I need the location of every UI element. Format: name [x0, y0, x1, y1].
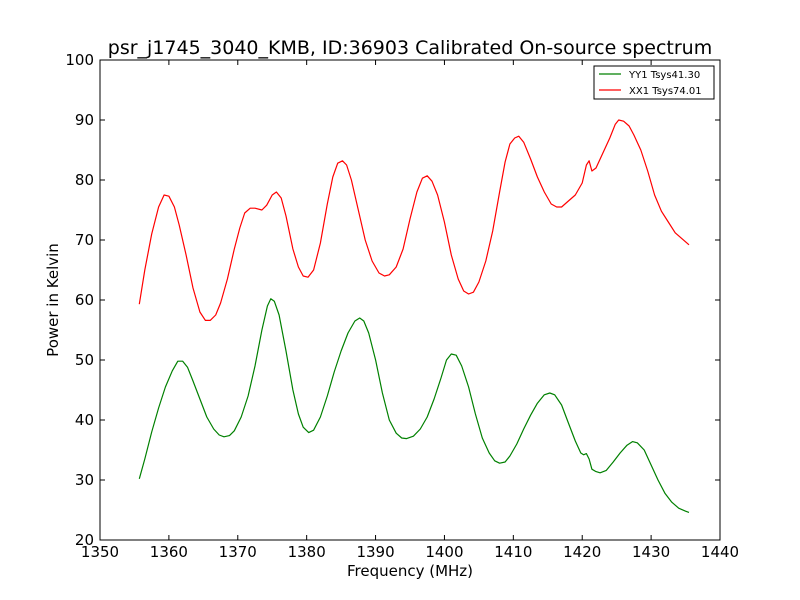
x-tick-label: 1400 — [425, 543, 463, 561]
x-tick-label: 1440 — [701, 543, 739, 561]
series-line-xx1 — [138, 119, 690, 321]
x-tick-label: 1390 — [356, 543, 394, 561]
y-tick-label: 30 — [75, 471, 94, 489]
x-tick-label: 1410 — [494, 543, 532, 561]
x-tick-label: 1420 — [563, 543, 601, 561]
series-line-yy1 — [138, 298, 690, 513]
legend-label-xx1: XX1 Tsys74.01 — [629, 86, 702, 97]
y-tick-label: 50 — [75, 351, 94, 369]
y-tick-label: 80 — [75, 171, 94, 189]
x-tick-label: 1380 — [288, 543, 326, 561]
y-tick-label: 20 — [75, 531, 94, 549]
x-tick-label: 1370 — [219, 543, 257, 561]
x-tick-label: 1430 — [632, 543, 670, 561]
legend: YY1 Tsys41.30 XX1 Tsys74.01 — [593, 65, 715, 100]
x-axis-label: Frequency (MHz) — [347, 562, 473, 580]
x-tick-label: 1360 — [150, 543, 188, 561]
tick-layer: 1350 1360 1370 1380 1390 1400 1410 1420 1430 1440… — [65, 51, 739, 561]
legend-label-yy1: YY1 Tsys41.30 — [628, 70, 700, 81]
y-tick-label: 100 — [65, 51, 94, 69]
series-layer — [138, 119, 690, 513]
y-tick-label: 90 — [75, 111, 94, 129]
x-tick-label: 1350 — [81, 543, 119, 561]
y-axis-label: Power in Kelvin — [44, 243, 62, 357]
y-tick-label: 40 — [75, 411, 94, 429]
y-tick-label: 60 — [75, 291, 94, 309]
y-tick-label: 70 — [75, 231, 94, 249]
chart-title: psr_j1745_3040_KMB, ID:36903 Calibrated … — [108, 37, 712, 59]
legend-box — [593, 65, 715, 100]
